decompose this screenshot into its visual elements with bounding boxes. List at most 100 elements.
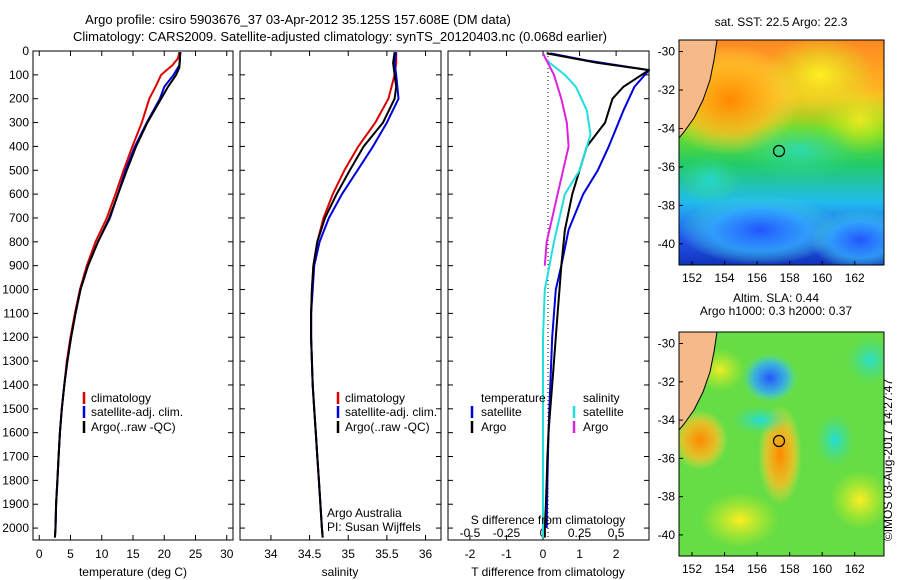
salinity-panel: 34 34.5 35 35.5 36 salinity climatology sate… <box>239 50 442 579</box>
depth-tick-label: 1000 <box>2 283 29 297</box>
sst-map-argo-marker <box>772 144 786 158</box>
diff-legend-sal-satellite: satellite <box>583 405 624 419</box>
difference-series-group <box>542 52 650 538</box>
sla-lon-tick-label: 156 <box>747 562 767 576</box>
diff-legend-temp-satellite: satellite <box>481 405 522 419</box>
depth-tick-label: 1900 <box>2 497 29 511</box>
temp-series-line-0 <box>53 51 181 538</box>
difference-plot-frame <box>447 50 650 541</box>
diff-x-tick-label: 0 <box>540 547 547 561</box>
sst-lon-tick-label: 154 <box>715 271 735 285</box>
sla-map: Altim. SLA: 0.44 Argo h1000: 0.3 h2000: … <box>658 291 885 576</box>
temp-x-tick-label: 25 <box>189 547 203 561</box>
sst-lat-tick-label: -32 <box>658 83 676 97</box>
depth-tick-label: 0 <box>22 44 29 58</box>
diff-x-tick-label: 1 <box>576 547 583 561</box>
credit-label: ©IMOS 03-Aug-2017 14:27:47 <box>881 379 895 542</box>
depth-tick-label: 1500 <box>2 402 29 416</box>
diff-top-tick-label: 0.5 <box>608 526 625 540</box>
sla-lat-tick-label: -32 <box>658 375 676 389</box>
sst-lon-tick-label: 152 <box>682 271 702 285</box>
depth-tick-label: 1100 <box>3 306 29 320</box>
sal-series-line-2 <box>310 52 398 538</box>
sst-lon-tick-label: 160 <box>812 271 832 285</box>
sla-lat-tick-label: -30 <box>658 336 676 350</box>
diff-series-line-2 <box>542 52 592 538</box>
depth-tick-label: 1600 <box>2 426 29 440</box>
sla-lon-tick-label: 152 <box>682 562 702 576</box>
depth-tick-label: 1700 <box>2 450 29 464</box>
sal-x-tick-label: 34.5 <box>298 547 322 561</box>
sla-lat-tick-label: -34 <box>658 413 676 427</box>
difference-panel: -2 -1 0 1 2-0.5 -0.25 0 0.25 0.5 S difference fr… <box>447 50 650 579</box>
temperature-legend: climatology satellite-adj. clim. Argo(..… <box>82 391 183 434</box>
temp-series-line-1 <box>53 52 182 538</box>
depth-tick-label: 900 <box>9 259 29 273</box>
temp-x-tick-label: 5 <box>67 547 74 561</box>
diff-legend-salinity-heading: salinity <box>583 391 620 405</box>
temp-legend-satellite: satellite-adj. clim. <box>91 405 183 419</box>
sst-map-frame <box>678 39 885 266</box>
sal-series-line-0 <box>310 52 398 538</box>
sst-lat-tick-label: -34 <box>658 121 676 135</box>
temp-x-tick-label: 20 <box>158 547 172 561</box>
diff-x-tick-label: 2 <box>613 547 620 561</box>
sst-lon-tick-label: 162 <box>845 271 865 285</box>
temperature-panel: 0 5 10 15 20 25 300100200300400500600700800900… <box>2 44 233 579</box>
temperature-plot-frame <box>32 50 234 541</box>
diff-series-line-3 <box>542 52 570 266</box>
diff-top-tick-label: 0.25 <box>568 526 592 540</box>
diff-x-tick-label: -1 <box>501 547 512 561</box>
figure-title-line2: Climatology: CARS2009. Satellite-adjuste… <box>73 29 607 44</box>
temperature-axis-label: temperature (deg C) <box>79 565 187 579</box>
temp-series-line-2 <box>53 52 181 538</box>
pi-label: PI: Susan Wijffels <box>327 520 421 534</box>
sst-lat-tick-label: -36 <box>658 160 676 174</box>
sla-lon-tick-label: 154 <box>715 562 735 576</box>
depth-tick-label: 700 <box>9 211 29 225</box>
temp-legend-argo: Argo(..raw -QC) <box>91 420 176 434</box>
temp-x-tick-label: 10 <box>95 547 109 561</box>
sla-lon-tick-label: 160 <box>812 562 832 576</box>
salinity-axis-label: salinity <box>322 565 359 579</box>
diff-top-tick-label: -0.5 <box>460 526 481 540</box>
sal-series-line-1 <box>310 52 400 538</box>
temperature-tick-group: 0 5 10 15 20 25 300100200300400500600700800900… <box>2 44 233 561</box>
temp-x-tick-label: 30 <box>220 547 234 561</box>
sal-x-tick-label: 35.5 <box>375 547 399 561</box>
sst-lon-tick-label: 156 <box>747 271 767 285</box>
temp-x-tick-label: 0 <box>36 547 43 561</box>
depth-tick-label: 100 <box>9 68 29 82</box>
depth-tick-label: 500 <box>9 163 29 177</box>
diff-legend-temperature-heading: temperature <box>481 391 546 405</box>
diff-legend-sal-argo: Argo <box>583 420 609 434</box>
sst-lat-tick-label: -38 <box>658 198 676 212</box>
sst-lat-tick-label: -40 <box>658 237 676 251</box>
sst-lon-tick-label: 158 <box>780 271 800 285</box>
sla-map-land <box>679 332 718 431</box>
sla-map-ticks: 152 154 156 158 160 162 -30 -32 -34 -36 -38 -40 <box>658 336 865 576</box>
sal-legend-argo: Argo(..raw -QC) <box>345 420 430 434</box>
sla-lon-tick-label: 158 <box>780 562 800 576</box>
sla-map-title-line1: Altim. SLA: 0.44 <box>733 291 819 305</box>
sla-lat-tick-label: -36 <box>658 451 676 465</box>
sal-x-tick-label: 35 <box>342 547 356 561</box>
depth-tick-label: 2000 <box>2 521 29 535</box>
depth-tick-label: 800 <box>9 235 29 249</box>
institution-label: Argo Australia <box>327 506 402 520</box>
sla-map-title-line2: Argo h1000: 0.3 h2000: 0.37 <box>700 304 852 318</box>
depth-tick-label: 1300 <box>2 354 29 368</box>
depth-tick-label: 1400 <box>2 378 29 392</box>
depth-tick-label: 1800 <box>2 473 29 487</box>
sal-x-tick-label: 34 <box>264 547 278 561</box>
figure-title-line1: Argo profile: csiro 5903676_37 03-Apr-20… <box>85 12 511 27</box>
difference-legend: temperature salinity satellite Argo sate… <box>470 391 624 434</box>
sla-map-frame <box>678 331 885 557</box>
sst-map-title: sat. SST: 22.5 Argo: 22.3 <box>715 15 848 29</box>
depth-tick-label: 300 <box>9 116 29 130</box>
t-difference-axis-label: T difference from climatology <box>471 565 625 579</box>
depth-tick-label: 1200 <box>2 330 29 344</box>
sla-lon-tick-label: 162 <box>845 562 865 576</box>
depth-tick-label: 400 <box>9 139 29 153</box>
sst-map-land <box>679 40 718 139</box>
